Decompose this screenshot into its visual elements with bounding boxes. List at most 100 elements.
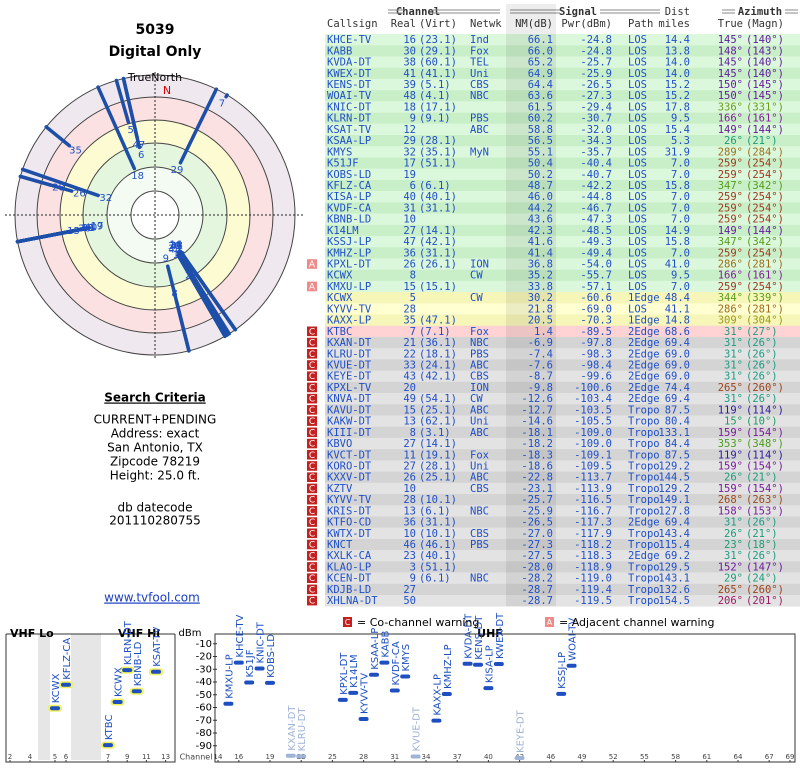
table-cell: (254°) [746, 158, 784, 170]
station-mark [566, 663, 577, 668]
spoke-label: 5 [127, 125, 133, 136]
table-cell: (31.1) [419, 202, 457, 214]
station-mark [400, 674, 411, 679]
table-cell: 7.0 [671, 191, 690, 203]
column-header: (Virt) [419, 18, 457, 30]
table-cell: (153°) [746, 505, 784, 517]
x-tick-label: 4 [28, 753, 33, 761]
table-cell: 38 [403, 57, 416, 69]
station-mark [514, 755, 525, 760]
table-cell: LOS [628, 158, 647, 170]
table-cell: -28.7 [521, 584, 553, 596]
table-cell: -9.8 [528, 382, 553, 394]
table-cell: 9 [410, 113, 416, 125]
site-link[interactable]: www.tvfool.com [104, 591, 200, 605]
table-cell: 145° [718, 34, 743, 46]
table-cell: -98.4 [580, 359, 612, 371]
table-cell: (24°) [746, 573, 778, 585]
column-group: Azimuth [738, 6, 782, 18]
table-cell: 15.2 [665, 90, 690, 102]
table-row [325, 224, 800, 237]
spoke-label: 18 [131, 171, 144, 182]
warning-flag [307, 528, 317, 539]
table-cell: Tropo [628, 449, 660, 461]
table-cell: 10 [403, 214, 416, 226]
table-cell: (26°) [746, 359, 778, 371]
table-cell: 27 [403, 438, 416, 450]
table-cell: LOS [628, 180, 647, 192]
table-cell: (28.1) [419, 135, 457, 147]
station-mark [285, 753, 296, 758]
table-cell: ABC [470, 472, 489, 484]
table-cell: -48.5 [580, 225, 612, 237]
station-mark [348, 690, 359, 695]
legend-symbol: C [345, 618, 351, 627]
y-tick-label: -90 [196, 741, 212, 752]
table-cell: K14LM [327, 225, 359, 237]
compass-label: TrueNorth [127, 71, 182, 84]
table-cell: 20 [403, 382, 416, 394]
table-cell: 41 [403, 68, 416, 80]
warning-flag [307, 539, 317, 550]
table-cell: 1Edge [628, 292, 660, 304]
table-cell: Tropo [628, 472, 660, 484]
table-cell: CBS [470, 79, 489, 91]
table-cell: 27 [403, 225, 416, 237]
table-cell: 152° [718, 561, 743, 573]
table-cell: 49 [403, 393, 416, 405]
table-cell: -113.7 [574, 472, 612, 484]
station-mark [379, 660, 390, 665]
station-label: KWEX-DT [495, 612, 506, 659]
x-tick-label: 2 [8, 753, 12, 761]
table-cell: LOS [628, 90, 647, 102]
station-label: KCWX [114, 667, 125, 697]
table-cell: -100.6 [574, 382, 612, 394]
table-cell: KVDA-DT [327, 57, 372, 69]
table-cell: KMYS [327, 146, 352, 158]
table-cell: 35.2 [528, 270, 553, 282]
table-cell: KXLK-CA [327, 550, 372, 562]
legend-symbol: A [547, 618, 553, 627]
table-cell: LOS [628, 124, 647, 136]
table-cell: -25.7 [580, 57, 612, 69]
search-line: Zipcode 78219 [110, 455, 200, 469]
table-cell: (145°) [746, 90, 784, 102]
warning-flag-label: C [309, 462, 315, 472]
station-mark [358, 716, 369, 721]
table-cell: KZTV [327, 483, 353, 495]
spoke-label: 47 [133, 140, 146, 151]
table-cell: PBS [470, 113, 489, 125]
table-cell: NBC [470, 90, 489, 102]
table-cell: 149° [718, 124, 743, 136]
station-mark [265, 680, 275, 685]
table-cell: 31° [724, 550, 743, 562]
spectrum-frame [5, 633, 796, 763]
table-row [325, 415, 800, 427]
warning-flag-label: A [309, 260, 316, 270]
band-gap [38, 634, 50, 760]
table-cell: -29.4 [580, 101, 612, 113]
table-cell: 159° [718, 483, 743, 495]
warning-flag [307, 337, 317, 348]
legend-swatch [545, 617, 554, 627]
band-label: UHF [477, 627, 503, 640]
spoke-label: 10 [81, 223, 94, 234]
spoke-label: 19 [91, 221, 104, 232]
band-label: VHF Hi [118, 627, 160, 640]
table-cell: 7.0 [671, 214, 690, 226]
warning-flag-label: C [309, 327, 315, 337]
table-cell: -99.6 [580, 371, 612, 383]
table-cell: (144°) [746, 225, 784, 237]
table-cell: LOS [628, 45, 647, 57]
table-cell: 69.0 [665, 359, 690, 371]
table-cell: 17 [403, 158, 416, 170]
table-cell: (25.1) [419, 472, 457, 484]
table-row [325, 67, 800, 80]
table-cell: 74.4 [665, 382, 690, 394]
table-cell: Fox [470, 326, 489, 338]
column-header: Callsign [327, 18, 378, 30]
table-row [325, 269, 800, 282]
table-cell: -109.0 [574, 438, 612, 450]
table-cell: (140°) [746, 57, 784, 69]
station-mark [389, 688, 400, 693]
